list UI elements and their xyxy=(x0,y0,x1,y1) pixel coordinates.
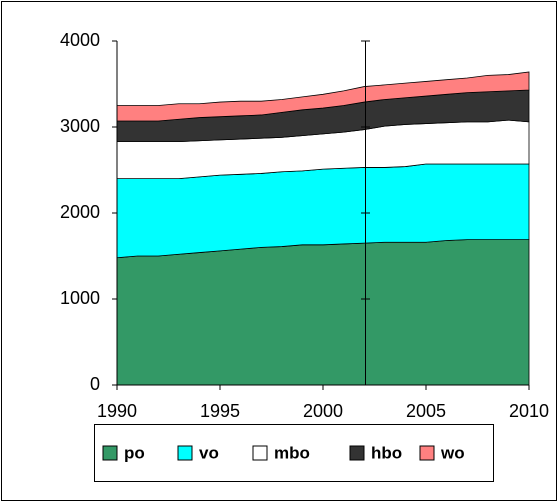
legend-swatch xyxy=(252,445,268,461)
legend-swatch xyxy=(177,445,193,461)
x-tick-label: 1995 xyxy=(200,401,240,421)
y-tick-label: 3000 xyxy=(60,116,100,136)
y-tick-label: 4000 xyxy=(60,30,100,50)
y-tick-label: 2000 xyxy=(60,202,100,222)
area xyxy=(116,71,530,122)
legend-label: mbo xyxy=(274,443,310,462)
plot-area xyxy=(116,71,530,386)
legend-swatch xyxy=(349,445,365,461)
y-tick-label: 1000 xyxy=(60,288,100,308)
legend-label: vo xyxy=(199,443,219,462)
legend-label: hbo xyxy=(371,443,402,462)
legend-swatch xyxy=(419,445,435,461)
x-tick-label: 2005 xyxy=(406,401,446,421)
y-tick-label: 0 xyxy=(90,374,100,394)
legend-label: wo xyxy=(440,443,465,462)
legend-label: po xyxy=(124,443,145,462)
legend-swatch xyxy=(102,445,118,461)
x-tick-label: 2010 xyxy=(509,401,549,421)
x-tick-label: 1990 xyxy=(97,401,137,421)
x-tick-label: 2000 xyxy=(303,401,343,421)
area xyxy=(116,239,530,386)
